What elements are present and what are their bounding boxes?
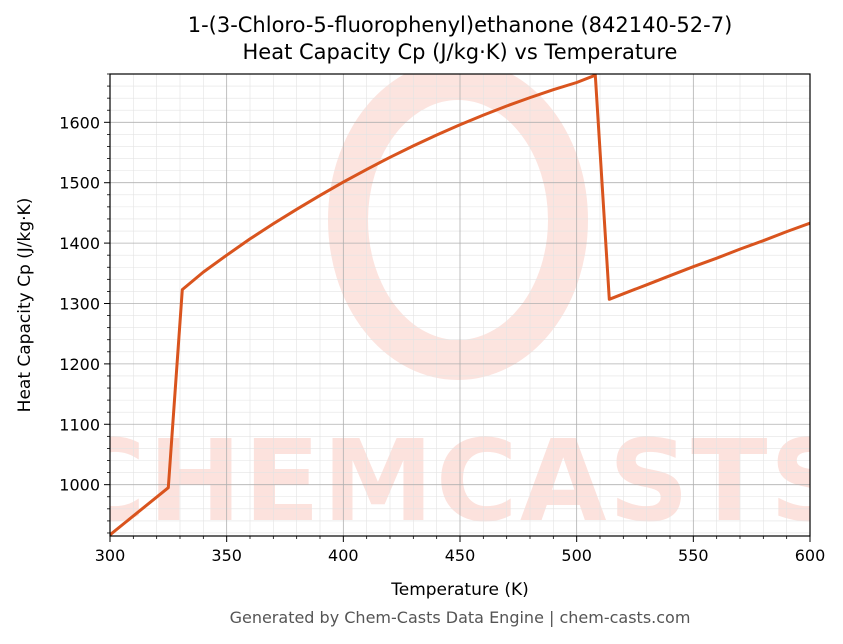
x-axis-label: Temperature (K) [390, 580, 529, 600]
y-tick-label: 1500 [59, 174, 100, 193]
y-tick-label: 1200 [59, 355, 100, 374]
chart-title-line-1: 1-(3-Chloro-5-fluorophenyl)ethanone (842… [187, 13, 733, 37]
x-tick-label: 550 [678, 546, 709, 565]
x-tick-label: 600 [795, 546, 826, 565]
series-group [110, 74, 810, 536]
x-tick-label: 400 [328, 546, 359, 565]
y-tick-label: 1400 [59, 234, 100, 253]
heat-capacity-series-line [110, 74, 810, 536]
x-tick-label: 500 [561, 546, 592, 565]
y-tick-label: 1300 [59, 294, 100, 313]
y-tick-label: 1600 [59, 113, 100, 132]
y-axis-label: Heat Capacity Cp (J/kg·K) [15, 198, 35, 413]
y-tick-label: 1100 [59, 415, 100, 434]
y-axis-ticks: 1000 1100 1200 1300 1400 1500 1600 [59, 73, 110, 534]
footer-credit: Generated by Chem-Casts Data Engine | ch… [229, 608, 691, 627]
chart-title-line-2: Heat Capacity Cp (J/kg·K) vs Temperature [242, 40, 678, 64]
x-tick-label: 350 [211, 546, 242, 565]
x-axis-ticks: 300 350 400 450 500 550 600 [95, 536, 826, 565]
x-tick-label: 450 [445, 546, 476, 565]
x-tick-label: 300 [95, 546, 126, 565]
y-tick-label: 1000 [59, 476, 100, 495]
